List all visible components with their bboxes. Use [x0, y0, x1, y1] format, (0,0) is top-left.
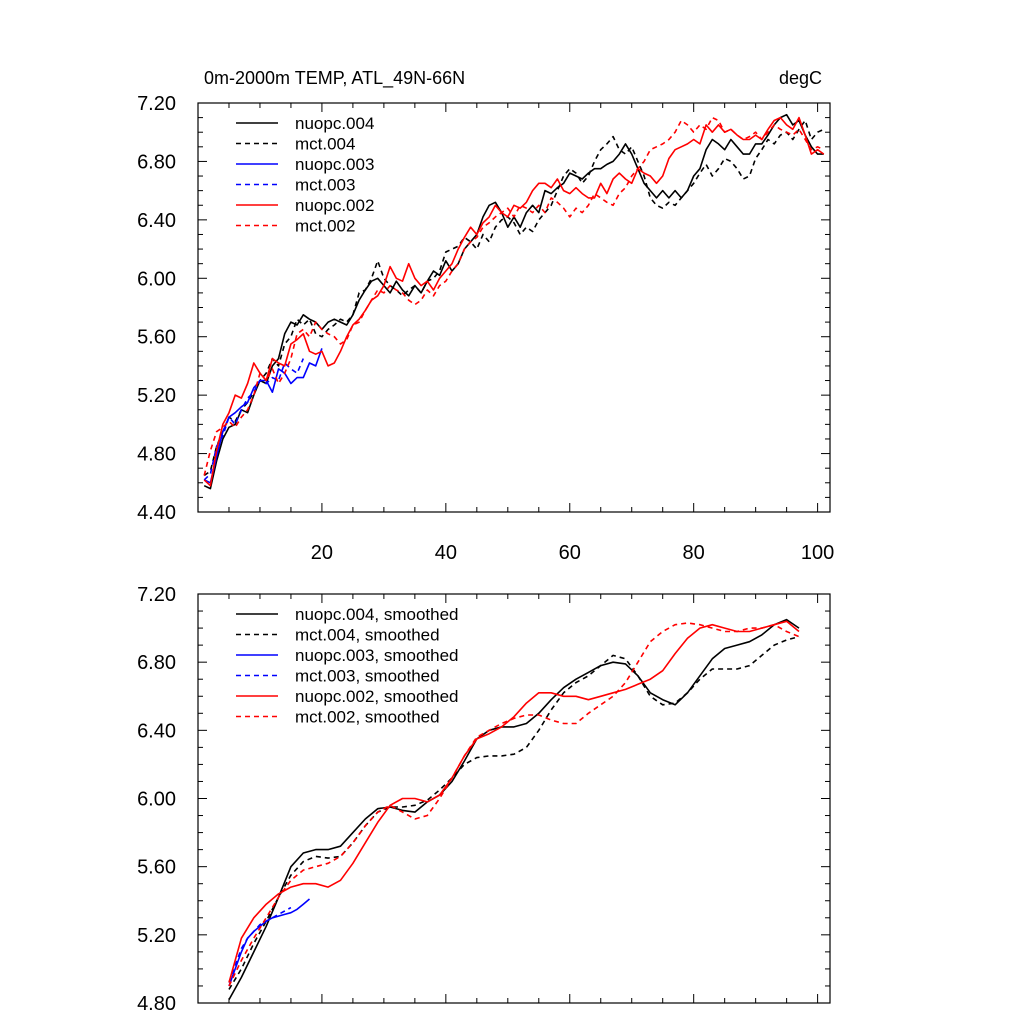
- x-tick-label: 40: [435, 542, 457, 564]
- series-line-mct-003-smoothed: [228, 906, 292, 983]
- y-tick-label: 4.40: [137, 502, 176, 524]
- bottom-panel-plot-area: 4.80 5.20 5.60 6.00 6.40 6.80 7.20 nuopc.004, s…: [137, 584, 831, 1015]
- legend-label: mct.002, smoothed: [295, 708, 440, 727]
- top-panel-units: degC: [779, 68, 822, 88]
- legend-label: nuopc.002, smoothed: [295, 687, 459, 706]
- series-line-nuopc-002-smoothed: [228, 620, 800, 983]
- x-tick-label: 80: [683, 542, 705, 564]
- legend-label: nuopc.004: [295, 114, 374, 133]
- y-tick-label: 7.20: [137, 93, 176, 115]
- y-tick-label: 6.40: [137, 210, 176, 232]
- y-tick-label: 4.80: [137, 444, 176, 466]
- series-line-mct-004: [203, 119, 825, 477]
- series-line-mct-003: [203, 358, 305, 481]
- legend-label: mct.003: [295, 176, 355, 195]
- plot-frame: [197, 593, 831, 1004]
- y-tick-label: 5.20: [137, 925, 176, 947]
- legend-label: nuopc.002: [295, 196, 374, 215]
- top-panel-title: 0m-2000m TEMP, ATL_49N-66N: [204, 68, 465, 89]
- series-line-mct-002: [203, 116, 825, 476]
- legend-label: mct.002: [295, 217, 355, 236]
- series-line-nuopc-002: [203, 116, 825, 487]
- series-line-nuopc-004-smoothed: [228, 618, 800, 1000]
- x-tick-label: 100: [801, 542, 834, 564]
- x-tick-label: 60: [559, 542, 581, 564]
- legend-label: mct.004: [295, 135, 355, 154]
- top-panel-plot-area: 4.40 4.80 5.20 5.60 6.00 6.40 6.80 7.20 20 40 60 80…: [137, 93, 834, 564]
- y-tick-label: 5.20: [137, 385, 176, 407]
- series-line-nuopc-003-smoothed: [228, 898, 311, 987]
- legend-label: mct.003, smoothed: [295, 667, 440, 686]
- legend-label: nuopc.004, smoothed: [295, 605, 459, 624]
- series-line-mct-002-smoothed: [228, 622, 800, 987]
- bottom-panel: 4.80 5.20 5.60 6.00 6.40 6.80 7.20 nuopc.004, s…: [137, 584, 831, 1015]
- y-tick-label: 5.60: [137, 857, 176, 879]
- y-tick-label: 6.00: [137, 268, 176, 290]
- y-tick-label: 6.80: [137, 652, 176, 674]
- top-panel: 0m-2000m TEMP, ATL_49N-66N degC 4.40 4.80…: [137, 68, 834, 564]
- y-tick-label: 4.80: [137, 993, 176, 1015]
- y-tick-label: 5.60: [137, 327, 176, 349]
- y-tick-label: 7.20: [137, 584, 176, 606]
- y-tick-label: 6.00: [137, 789, 176, 811]
- y-tick-label: 6.40: [137, 720, 176, 742]
- legend-label: nuopc.003, smoothed: [295, 646, 459, 665]
- series-line-nuopc-003: [203, 348, 323, 484]
- series-line-mct-004-smoothed: [228, 635, 800, 990]
- plot-frame: [197, 102, 831, 513]
- legend-label: mct.004, smoothed: [295, 626, 440, 645]
- x-tick-label: 20: [311, 542, 333, 564]
- legend-label: nuopc.003: [295, 155, 374, 174]
- y-tick-label: 6.80: [137, 151, 176, 173]
